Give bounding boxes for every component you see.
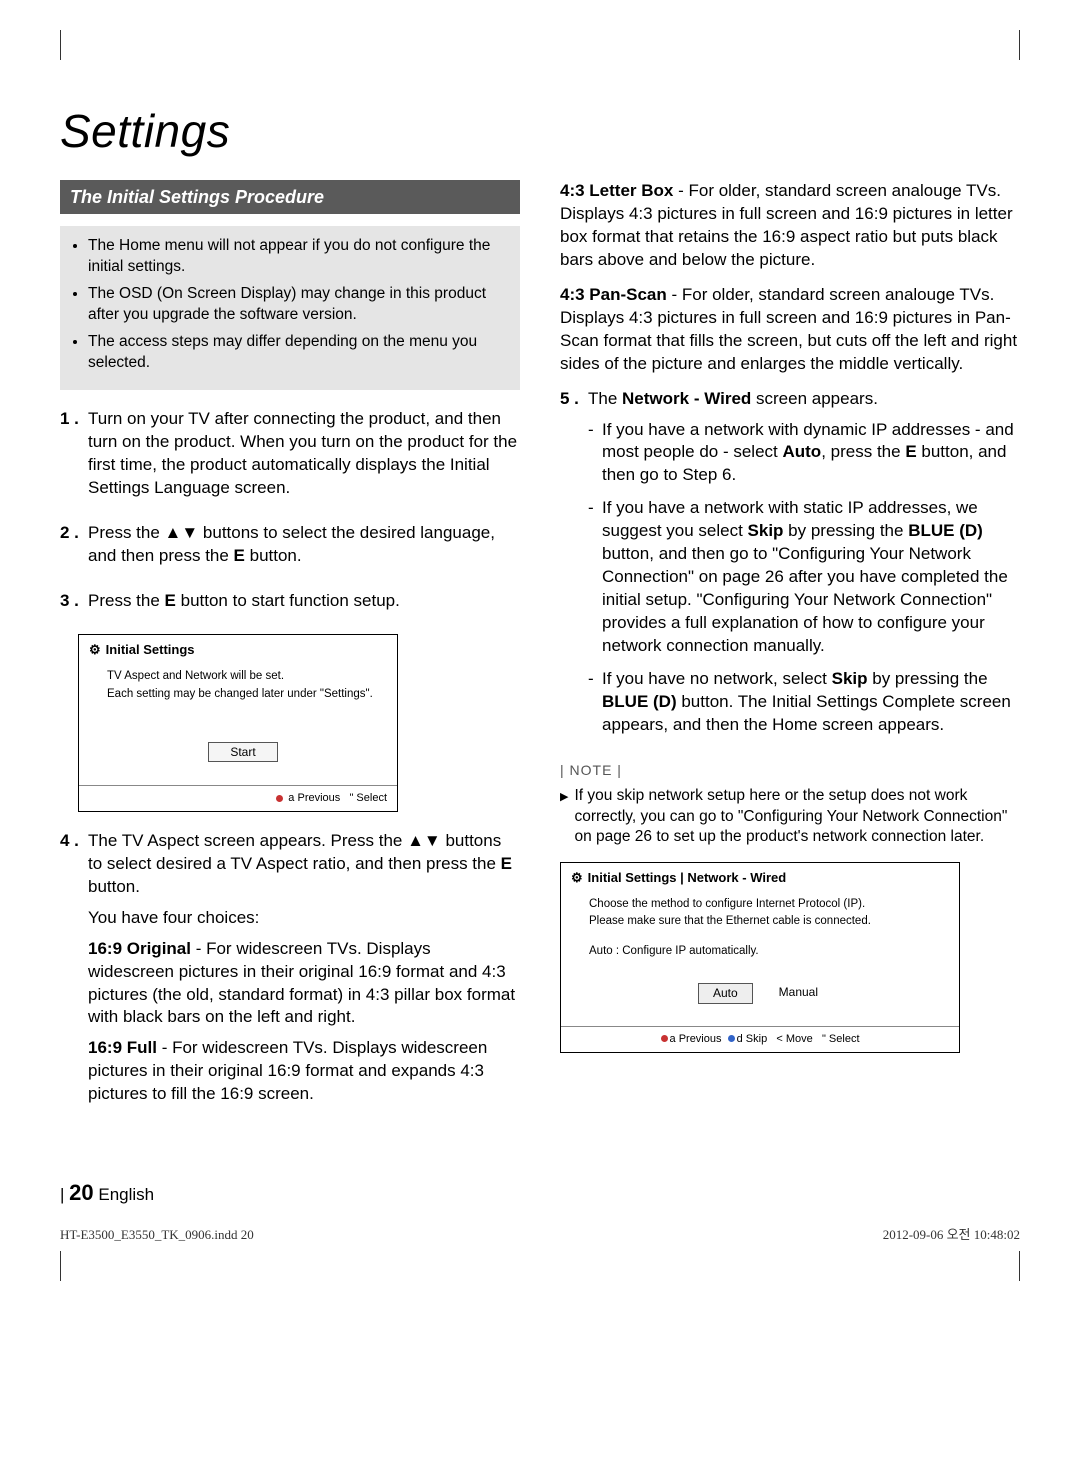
red-dot-icon [276, 795, 283, 802]
crop-marks-top [60, 30, 1020, 60]
grey-notes-box: The Home menu will not appear if you do … [60, 226, 520, 390]
crop-marks-bottom [60, 1251, 1020, 1281]
indd-file: HT-E3500_E3550_TK_0906.indd 20 [60, 1226, 254, 1244]
osd2-auto-button: Auto [698, 983, 753, 1003]
step-1-text: Turn on your TV after connecting the pro… [88, 408, 520, 500]
osd1-title: Initial Settings [106, 641, 195, 659]
page-title: Settings [60, 100, 1020, 162]
aspect-4-3-letterbox: 4:3 Letter Box - For older, standard scr… [560, 180, 1020, 272]
page-number-footer: | 20 English [60, 1178, 1020, 1208]
osd1-line1: TV Aspect and Network will be set. [107, 669, 379, 685]
aspect-4-3-panscan: 4:3 Pan-Scan - For older, standard scree… [560, 284, 1020, 376]
step-4-text: The TV Aspect screen appears. Press the … [88, 830, 520, 899]
section-heading: The Initial Settings Procedure [60, 180, 520, 214]
osd1-line2: Each setting may be changed later under … [107, 687, 379, 703]
indd-timestamp: 2012-09-06 오전 10:48:02 [883, 1226, 1020, 1244]
osd2-footer: a Previous d Skip < Move " Select [561, 1026, 959, 1052]
osd2-manual-button: Manual [765, 983, 832, 1003]
step-5-text: The Network - Wired screen appears. [588, 388, 1020, 411]
net-sub-1: If you have a network with dynamic IP ad… [588, 419, 1020, 488]
osd-network-wired-box: ⚙ Initial Settings | Network - Wired Cho… [560, 862, 960, 1052]
step-4-number: 4 . [60, 830, 88, 1114]
gear-icon: ⚙ [571, 869, 583, 887]
osd2-header: ⚙ Initial Settings | Network - Wired [561, 863, 959, 893]
osd-initial-settings-box: ⚙ Initial Settings TV Aspect and Network… [78, 634, 398, 811]
red-dot-icon [661, 1035, 668, 1042]
note-arrow-icon: ▶ [560, 786, 568, 849]
step-1-number: 1 . [60, 408, 88, 508]
grey-note-1: The Home menu will not appear if you do … [88, 236, 508, 278]
osd2-line3: Auto : Configure IP automatically. [589, 944, 941, 960]
step-3-number: 3 . [60, 590, 88, 621]
step-4-intro: You have four choices: [88, 907, 520, 930]
grey-note-2: The OSD (On Screen Display) may change i… [88, 284, 508, 326]
gear-icon: ⚙ [89, 641, 101, 659]
left-column: The Initial Settings Procedure The Home … [60, 180, 520, 1128]
step-5-number: 5 . [560, 388, 588, 747]
osd1-start-button: Start [208, 742, 278, 762]
note-body: ▶ If you skip network setup here or the … [560, 786, 1020, 849]
osd2-line1: Choose the method to configure Internet … [589, 897, 941, 913]
blue-dot-icon [728, 1035, 735, 1042]
indd-footer: HT-E3500_E3550_TK_0906.indd 20 2012-09-0… [60, 1226, 1020, 1244]
aspect-16-9-full: 16:9 Full - For widescreen TVs. Displays… [88, 1037, 520, 1106]
net-sub-2: If you have a network with static IP add… [588, 497, 1020, 658]
step-2-number: 2 . [60, 522, 88, 576]
aspect-16-9-original: 16:9 Original - For widescreen TVs. Disp… [88, 938, 520, 1030]
net-sub-3: If you have no network, select Skip by p… [588, 668, 1020, 737]
osd2-line2: Please make sure that the Ethernet cable… [589, 914, 941, 930]
grey-note-3: The access steps may differ depending on… [88, 332, 508, 374]
osd1-header: ⚙ Initial Settings [79, 635, 397, 665]
step-2-text: Press the ▲▼ buttons to select the desir… [88, 522, 520, 568]
right-column: 4:3 Letter Box - For older, standard scr… [560, 180, 1020, 1128]
note-header: | NOTE | [560, 761, 1020, 780]
osd2-title: Initial Settings | Network - Wired [588, 869, 787, 887]
osd1-footer: a Previous " Select [79, 785, 397, 811]
step-3-text: Press the E button to start function set… [88, 590, 520, 613]
